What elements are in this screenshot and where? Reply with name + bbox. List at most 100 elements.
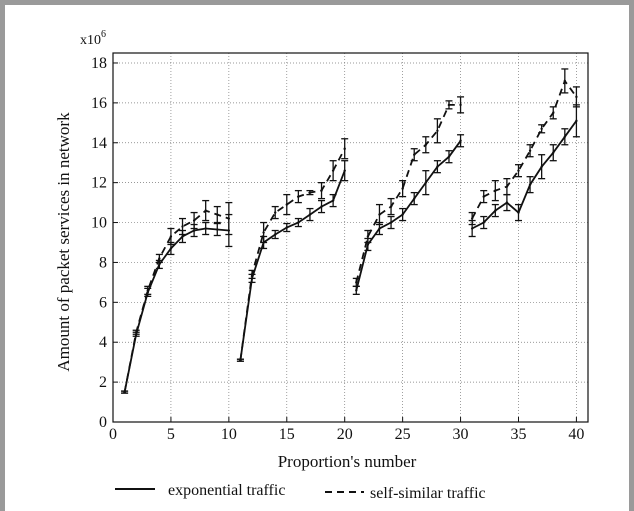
data-point-exponential [204,227,207,230]
x-axis-label: Proportion's number [278,452,417,471]
data-point-exponential [378,227,381,230]
data-point-exponential [447,155,451,158]
data-point-self-similar [413,153,416,156]
data-point-self-similar [459,103,462,107]
data-point-self-similar [146,289,149,292]
data-point-self-similar [470,217,474,220]
data-point-exponential [285,226,288,229]
y-tick-label: 6 [99,294,107,311]
data-point-self-similar [343,147,346,150]
data-point-self-similar [134,331,138,334]
data-point-self-similar [528,149,532,152]
y-tick-label: 16 [91,95,107,112]
x-tick-label: 35 [510,426,526,443]
data-point-self-similar [563,79,567,83]
data-point-self-similar [250,273,254,276]
data-point-self-similar [285,203,288,206]
data-point-exponential [552,151,555,154]
data-point-self-similar [320,189,323,192]
y-tick-label: 10 [91,215,107,232]
data-point-self-similar [540,127,543,130]
data-point-self-similar [401,187,404,190]
axis-ticks: 0 5 10 15 20 25 30 35 40 0 2 4 6 8 10 12 14 16 18 [91,55,584,443]
data-point-self-similar [517,169,520,172]
data-point-self-similar [273,211,277,214]
data-point-self-similar [123,390,126,394]
data-point-exponential [563,135,567,138]
data-point-exponential [436,165,439,168]
series-line-self-similar [355,104,461,283]
data-point-self-similar [331,169,335,172]
series-line-exponential [123,227,229,393]
data-point-exponential [401,213,404,216]
data-point-exponential [158,263,161,266]
x-tick-label: 5 [167,426,175,443]
series-line-exponential [471,120,578,230]
x-tick-label: 30 [453,426,469,443]
y-axis-label: Amount of packet services in network [54,112,73,372]
data-point-exponential [181,235,184,238]
data-point-self-similar [378,213,381,216]
data-point-self-similar [482,195,485,198]
data-point-self-similar [297,195,300,198]
data-point-self-similar [227,217,231,220]
y-tick-label: 2 [99,374,107,391]
data-point-self-similar [355,281,358,284]
y-tick-label: 12 [91,175,107,192]
data-point-self-similar [494,189,497,192]
data-point-exponential [470,227,474,230]
series-self-similar [121,68,580,394]
data-point-self-similar [366,235,370,238]
series-line-exponential [239,170,346,361]
data-point-exponential [308,213,312,216]
y-tick-label: 8 [99,254,107,271]
series-line-self-similar [123,209,230,393]
x-tick-label: 0 [109,426,117,443]
data-point-exponential [424,181,428,184]
data-point-exponential [169,247,173,250]
series-layer [121,68,580,394]
data-point-exponential [366,243,370,246]
data-point-self-similar [262,231,265,234]
y-tick-label: 14 [91,135,107,152]
x-tick-label: 25 [395,426,411,443]
data-point-self-similar [239,358,242,362]
series-line-exponential [355,140,462,291]
data-point-exponential [505,201,509,204]
legend-label-self-similar: self-similar traffic [370,485,486,502]
data-point-exponential [273,233,277,236]
grid [113,53,588,422]
data-point-self-similar [158,257,161,260]
data-point-exponential [482,221,485,224]
data-point-exponential [331,199,335,202]
data-point-self-similar [192,219,196,222]
data-point-exponential [320,205,323,208]
series-exponential [121,104,580,394]
y-multiplier: x106 [80,29,106,48]
data-point-exponential [413,197,416,200]
plot-area-frame [112,52,589,423]
legend-label-exponential: exponential traffic [168,482,285,499]
x-tick-label: 20 [337,426,353,443]
data-point-exponential [575,119,578,123]
data-point-self-similar [505,185,509,188]
data-point-self-similar [389,205,393,208]
data-point-exponential [540,165,543,168]
data-point-exponential [355,289,358,292]
data-point-self-similar [308,191,312,194]
data-point-self-similar [424,143,428,146]
legend: exponential traffic self-similar traffic [115,482,486,502]
series-line-self-similar [239,148,346,361]
x-tick-label: 40 [568,426,584,443]
data-point-exponential [528,183,532,186]
y-tick-label: 4 [99,334,107,351]
data-point-self-similar [169,235,173,238]
data-point-self-similar [181,225,184,228]
data-point-exponential [297,221,300,224]
data-point-exponential [517,211,520,214]
data-point-exponential [343,169,346,172]
data-point-exponential [192,229,196,232]
data-point-self-similar [436,129,439,132]
